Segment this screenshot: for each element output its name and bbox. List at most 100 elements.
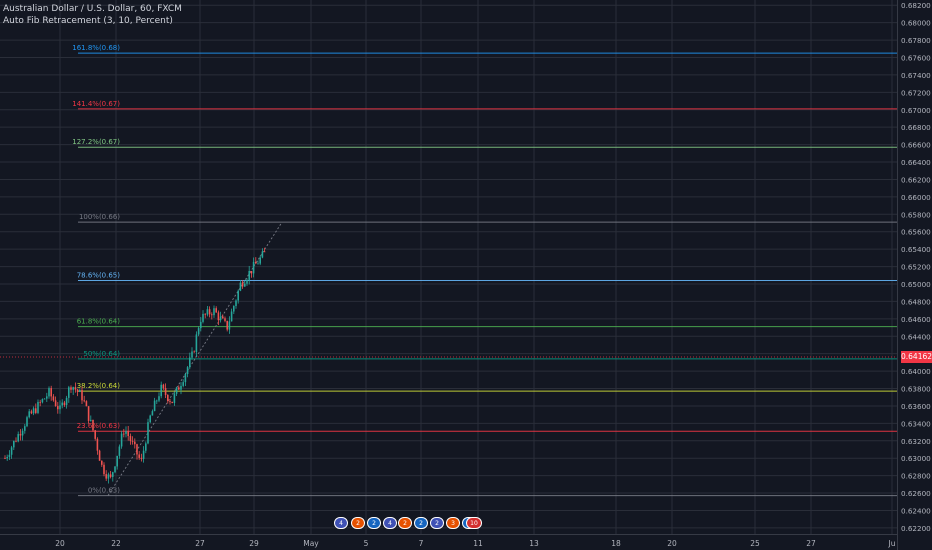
candle-body bbox=[257, 263, 259, 265]
candle-body bbox=[147, 422, 149, 444]
candle-body bbox=[107, 474, 110, 479]
event-marker[interactable]: 2 bbox=[351, 517, 365, 529]
candle-body bbox=[261, 251, 264, 258]
candle-body bbox=[72, 387, 74, 390]
indicator-title[interactable]: Auto Fib Retracement (3, 10, Percent) bbox=[3, 16, 173, 26]
fib-level-label: 127.2%(0.67) bbox=[72, 138, 120, 146]
candle-body bbox=[57, 406, 59, 410]
candle-body bbox=[167, 394, 169, 402]
event-marker[interactable]: 10 bbox=[466, 517, 482, 529]
candle-body bbox=[37, 401, 39, 413]
candle-body bbox=[206, 309, 209, 315]
event-marker[interactable]: 2 bbox=[367, 517, 381, 529]
time-axis-bg bbox=[0, 534, 897, 550]
candle-body bbox=[140, 457, 143, 459]
candle-body bbox=[21, 430, 24, 436]
candle-body bbox=[217, 312, 220, 321]
price-axis-tick: 0.62600 bbox=[901, 489, 931, 498]
candle-body bbox=[171, 401, 173, 403]
candle-body bbox=[200, 321, 202, 329]
time-axis-tick: 29 bbox=[249, 539, 259, 548]
candle-body bbox=[158, 396, 160, 401]
candle-body bbox=[136, 444, 138, 455]
candle-body bbox=[114, 466, 116, 473]
candle-body bbox=[204, 313, 206, 315]
candle-body bbox=[182, 382, 184, 386]
fib-level-label: 100%(0.66) bbox=[79, 213, 120, 221]
candle-body bbox=[87, 406, 90, 421]
candle-body bbox=[230, 311, 233, 322]
price-axis-tick: 0.63600 bbox=[901, 402, 931, 411]
event-marker[interactable]: 4 bbox=[334, 517, 348, 529]
fib-level-label: 61.8%(0.64) bbox=[77, 318, 121, 326]
price-axis-tick: 0.65200 bbox=[901, 263, 931, 272]
price-axis-tick: 0.67200 bbox=[901, 88, 931, 97]
candle-body bbox=[195, 334, 198, 353]
symbol-title[interactable]: Australian Dollar / U.S. Dollar, 60, FXC… bbox=[3, 4, 182, 14]
candle-body bbox=[184, 374, 187, 383]
candle-body bbox=[103, 464, 105, 475]
time-axis-tick: 18 bbox=[611, 539, 621, 548]
candle-body bbox=[145, 443, 147, 451]
candle-body bbox=[32, 408, 35, 414]
candle-body bbox=[129, 436, 132, 442]
price-axis-tick: 0.66600 bbox=[901, 141, 931, 150]
candle-body bbox=[90, 419, 92, 421]
candle-body bbox=[219, 316, 222, 321]
candle-body bbox=[83, 400, 85, 402]
candle-body bbox=[222, 316, 224, 319]
candle-body bbox=[68, 387, 70, 398]
candle-body bbox=[28, 411, 30, 418]
time-axis-tick: Ju bbox=[888, 539, 896, 548]
candle-body bbox=[189, 357, 191, 368]
candle-body bbox=[96, 438, 99, 451]
candle-body bbox=[149, 415, 151, 423]
candle-body bbox=[197, 328, 200, 335]
event-marker[interactable]: 2 bbox=[414, 517, 428, 529]
candle-body bbox=[19, 434, 22, 436]
candle-body bbox=[134, 441, 136, 445]
time-axis-tick: 27 bbox=[195, 539, 205, 548]
candle-body bbox=[81, 390, 83, 401]
price-axis-bg bbox=[897, 0, 932, 550]
time-axis-tick: 7 bbox=[419, 539, 424, 548]
candle-body bbox=[59, 405, 61, 410]
candle-body bbox=[224, 318, 226, 321]
event-marker[interactable]: 2 bbox=[430, 517, 444, 529]
event-marker[interactable]: 4 bbox=[383, 517, 397, 529]
price-axis-tick: 0.66400 bbox=[901, 158, 931, 167]
candle-body bbox=[173, 393, 176, 403]
candle-body bbox=[125, 431, 127, 434]
event-marker[interactable]: 2 bbox=[398, 517, 412, 529]
candle-body bbox=[24, 426, 26, 431]
candle-body bbox=[235, 300, 237, 306]
price-axis-tick: 0.62200 bbox=[901, 524, 931, 533]
candle-body bbox=[70, 387, 72, 390]
candle-body bbox=[175, 387, 178, 394]
candle-body bbox=[131, 441, 134, 442]
candle-body bbox=[208, 309, 211, 315]
time-axis-tick: 25 bbox=[750, 539, 760, 548]
price-axis-tick: 0.68000 bbox=[901, 19, 931, 28]
price-axis-tick: 0.64000 bbox=[901, 367, 931, 376]
candle-body bbox=[48, 388, 50, 397]
candle-body bbox=[8, 454, 11, 457]
candle-body bbox=[74, 387, 77, 390]
candle-body bbox=[52, 396, 55, 401]
price-axis-tick: 0.63800 bbox=[901, 385, 931, 394]
candle-body bbox=[211, 314, 213, 316]
price-axis-tick: 0.65400 bbox=[901, 245, 931, 254]
price-axis-tick: 0.63400 bbox=[901, 419, 931, 428]
candle-body bbox=[120, 433, 123, 447]
price-axis-tick: 0.64400 bbox=[901, 332, 931, 341]
time-axis-tick: 5 bbox=[364, 539, 369, 548]
candle-body bbox=[35, 408, 37, 413]
price-axis-tick: 0.67800 bbox=[901, 36, 931, 45]
candle-body bbox=[244, 283, 246, 287]
candle-body bbox=[76, 389, 79, 392]
event-marker[interactable]: 3 bbox=[446, 517, 460, 529]
candle-body bbox=[127, 431, 129, 437]
candle-body bbox=[162, 384, 165, 389]
candle-body bbox=[41, 399, 44, 403]
